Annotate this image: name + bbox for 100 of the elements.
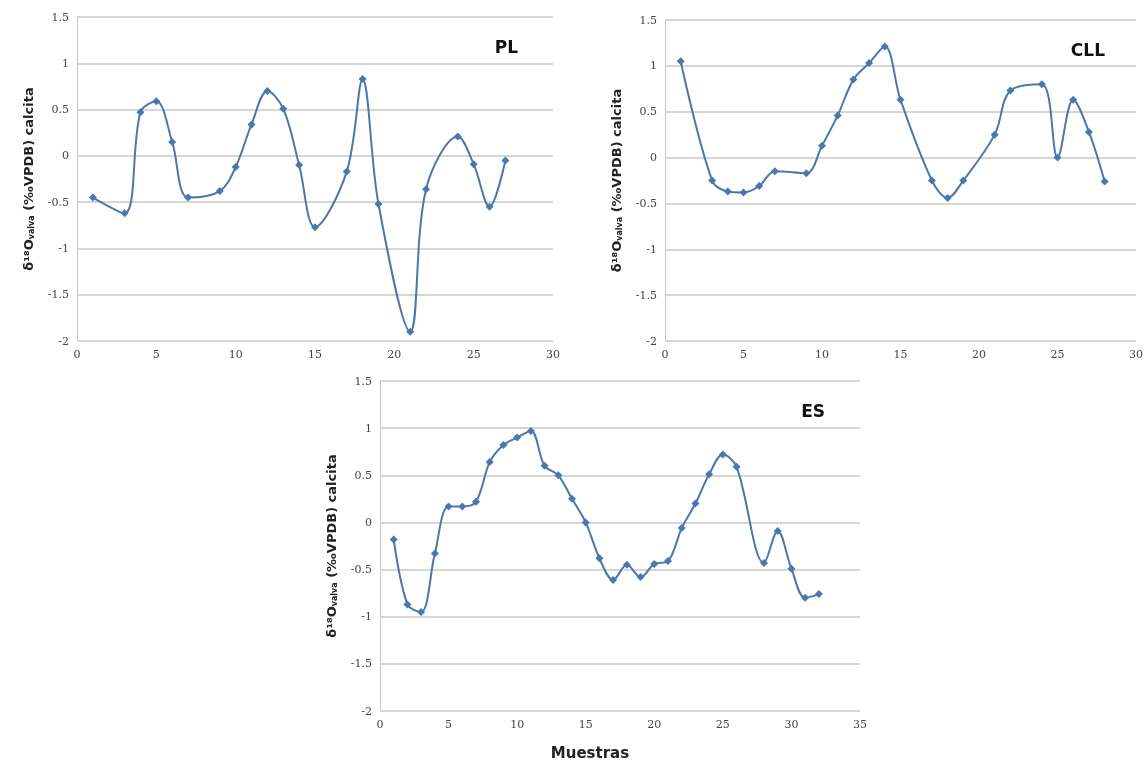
y-tick-label: 0.5 (639, 105, 657, 119)
y-tick-label: 1 (365, 421, 372, 435)
x-tick-label: 20 (647, 718, 662, 731)
y-tick-label: 0 (62, 149, 69, 163)
y-tick-label: 1.5 (639, 13, 657, 27)
point (120, 209, 129, 218)
x-tick-label: 30 (1129, 348, 1143, 361)
point (705, 470, 714, 479)
x-tick-label: 30 (546, 348, 560, 361)
point (609, 575, 618, 584)
point (650, 559, 659, 568)
point (184, 193, 193, 202)
point (708, 176, 717, 185)
y-tick-label: 0 (650, 151, 657, 165)
x-tick-label: 25 (1050, 348, 1065, 361)
text: ES (801, 400, 825, 421)
y-axis-title: δ¹⁸Ovalva (‰VPDB) calcita (323, 454, 339, 638)
x-tick-label: 25 (715, 718, 730, 731)
x-tick-label: 5 (740, 348, 747, 361)
x-tick-label: 15 (308, 348, 322, 361)
x-tick-label: 20 (972, 348, 986, 361)
point (247, 120, 256, 129)
point (959, 176, 968, 185)
point (295, 161, 304, 170)
point (152, 97, 161, 106)
y-axis-title: δ¹⁸Ovalva (‰VPDB) calcita (608, 88, 624, 273)
y-tick-label: -1.5 (635, 288, 657, 302)
y-tick-label: 1 (650, 59, 657, 73)
point (389, 535, 398, 544)
point (168, 137, 177, 146)
x-tick-label: 10 (228, 348, 243, 361)
point (814, 590, 823, 599)
point (622, 560, 631, 569)
y-tick-label: -1 (361, 610, 372, 624)
x-tick-label: 15 (578, 718, 593, 731)
point (773, 526, 782, 535)
point (818, 141, 826, 150)
point (554, 471, 563, 480)
x-tick-label: 10 (815, 348, 829, 361)
point (526, 426, 535, 435)
point (358, 75, 367, 84)
point (501, 156, 510, 165)
point (691, 499, 700, 508)
y-tick-label: 0 (365, 515, 372, 529)
point (1053, 153, 1062, 162)
point (880, 42, 889, 51)
point (417, 608, 426, 616)
point (136, 108, 145, 117)
point (676, 57, 685, 66)
point (732, 462, 741, 471)
x-tick-label: 15 (893, 348, 908, 361)
point (718, 450, 727, 459)
point (458, 502, 467, 511)
x-tick-label: 25 (466, 348, 481, 361)
y-tick-label: -0.5 (350, 563, 372, 577)
point (581, 518, 590, 527)
point (88, 193, 97, 202)
point (1084, 127, 1093, 136)
y-tick-label: 0.5 (354, 468, 372, 482)
point (636, 573, 645, 582)
point (787, 564, 796, 573)
point (760, 558, 768, 567)
x-tick-label: 5 (445, 718, 453, 731)
point (263, 87, 272, 96)
point (422, 185, 431, 194)
point (664, 557, 672, 566)
point (485, 458, 494, 467)
point (472, 497, 480, 506)
point (499, 441, 508, 450)
point (485, 202, 494, 211)
point (990, 130, 999, 139)
point (403, 600, 412, 609)
point (1069, 95, 1078, 104)
point (801, 593, 810, 602)
x-tick-label: 5 (152, 348, 160, 361)
point (444, 502, 453, 511)
x-tick-label: 10 (510, 718, 525, 731)
point (865, 59, 874, 68)
point (374, 199, 383, 208)
point (279, 104, 288, 113)
y-tick-label: -2 (58, 334, 69, 348)
y-tick-label: 0.5 (51, 103, 69, 117)
point (1006, 86, 1015, 95)
y-tick-label: -2 (646, 334, 657, 348)
point (1037, 80, 1046, 89)
y-tick-label: -0.5 (635, 196, 657, 210)
x-axis-title: Muestras (550, 743, 630, 762)
point (723, 187, 732, 196)
point (231, 162, 240, 171)
point (430, 549, 439, 558)
point (595, 554, 604, 563)
x-tick-label: 0 (73, 348, 81, 361)
y-tick-label: -1 (58, 241, 69, 255)
text: CLL (1070, 39, 1106, 60)
point (677, 524, 686, 533)
point (833, 111, 842, 120)
point (540, 461, 549, 470)
text: PL (494, 36, 519, 57)
y-tick-label: 1.5 (51, 10, 69, 24)
point (943, 193, 952, 202)
